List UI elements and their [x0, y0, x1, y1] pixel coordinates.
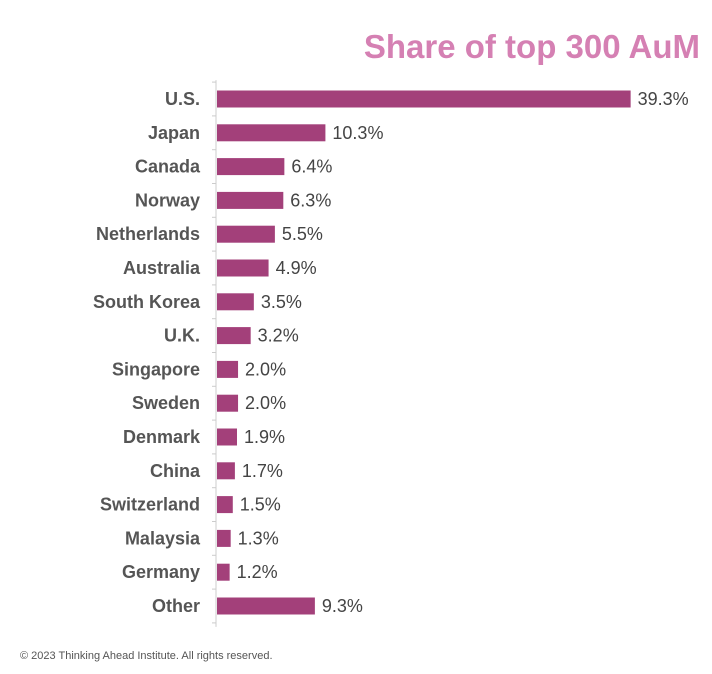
chart-title: Share of top 300 AuM — [363, 28, 700, 65]
category-label: U.S. — [165, 89, 200, 109]
bar — [217, 191, 284, 209]
data-label: 39.3% — [638, 89, 689, 109]
data-label: 6.3% — [290, 190, 331, 210]
category-label: Singapore — [112, 359, 200, 379]
bar — [217, 225, 275, 243]
category-label: Sweden — [132, 393, 200, 413]
category-label: Australia — [123, 258, 201, 278]
data-label: 5.5% — [282, 224, 323, 244]
category-label: U.K. — [164, 326, 200, 346]
bar — [217, 327, 251, 345]
bar — [217, 563, 230, 581]
data-label: 2.0% — [245, 359, 286, 379]
category-label: Canada — [135, 157, 201, 177]
data-label: 10.3% — [332, 123, 383, 143]
data-label: 2.0% — [245, 393, 286, 413]
bar — [217, 597, 315, 615]
data-label: 4.9% — [276, 258, 317, 278]
category-label: Malaysia — [125, 528, 201, 548]
category-label: Norway — [135, 190, 200, 210]
bar — [217, 428, 237, 446]
data-label: 1.5% — [240, 495, 281, 515]
category-label: Germany — [122, 562, 200, 582]
data-label: 1.3% — [238, 528, 279, 548]
bar — [217, 394, 239, 412]
category-label: South Korea — [93, 292, 201, 312]
data-label: 3.5% — [261, 292, 302, 312]
bar — [217, 360, 239, 378]
bar — [217, 259, 269, 277]
category-label: Denmark — [123, 427, 201, 447]
category-label: China — [150, 461, 201, 481]
bar — [217, 90, 631, 108]
bar — [217, 293, 254, 311]
category-label: Netherlands — [96, 224, 200, 244]
category-label: Other — [152, 596, 200, 616]
copyright-notice: © 2023 Thinking Ahead Institute. All rig… — [20, 650, 273, 662]
category-label: Japan — [148, 123, 200, 143]
bar — [217, 529, 231, 547]
bar — [217, 124, 326, 142]
data-label: 1.7% — [242, 461, 283, 481]
bar-chart: U.S. 39.3% Japan 10.3% Canada 6.4% Norway 6.3% N… — [93, 80, 689, 627]
data-label: 3.2% — [258, 326, 299, 346]
data-label: 6.4% — [291, 157, 332, 177]
data-label: 1.9% — [244, 427, 285, 447]
bar — [217, 462, 235, 480]
bar — [217, 158, 285, 176]
category-label: Switzerland — [100, 495, 200, 515]
bar — [217, 496, 233, 514]
data-label: 1.2% — [237, 562, 278, 582]
data-label: 9.3% — [322, 596, 363, 616]
